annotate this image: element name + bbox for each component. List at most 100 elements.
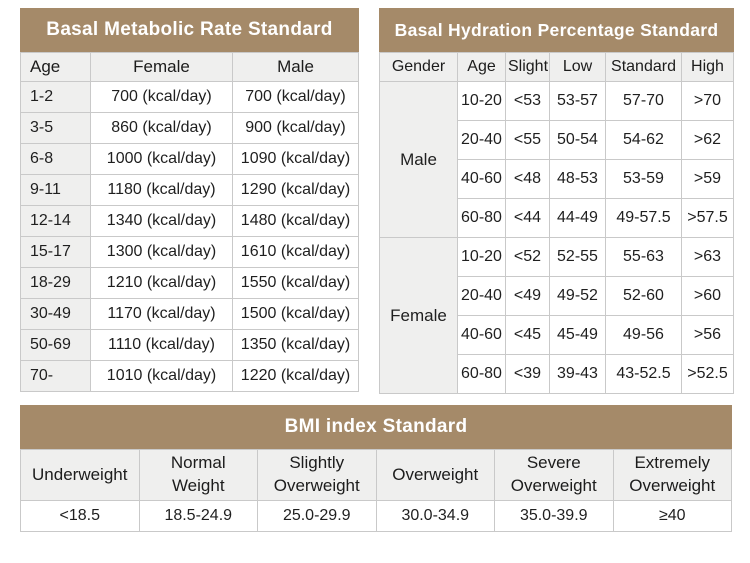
bmi-table-section: BMI index Standard Underweight Normal Wei… [20,405,732,532]
bmr-male-value-cell: 1480 (kcal/day) [232,205,359,237]
bmr-header-row: Age Female Male [20,52,359,82]
hydration-age-cell: 40-60 [457,159,506,199]
bmr-data-row: 6-8 1000 (kcal/day) 1090 (kcal/day) [20,143,359,175]
bmr-female-value-cell: 1210 (kcal/day) [90,267,233,299]
bmi-table: Underweight Normal Weight Slightly Overwei… [20,449,732,532]
bmr-age-cell: 1-2 [20,81,91,113]
hydration-slight-cell: <55 [505,120,550,160]
bmi-column-header: Extremely Overweight [612,449,732,501]
hydration-high-cell: >62 [681,120,734,160]
bmr-female-value-cell: 1300 (kcal/day) [90,236,233,268]
hydration-column-header: Slight [505,52,550,82]
hydration-age-cell: 60-80 [457,198,506,238]
bmi-table-head: Underweight Normal Weight Slightly Overwei… [20,449,732,501]
bmr-data-row: 9-11 1180 (kcal/day) 1290 (kcal/day) [20,174,359,206]
bmr-data-row: 1-2 700 (kcal/day) 700 (kcal/day) [20,81,359,113]
bmi-value-cell: <18.5 [20,500,140,532]
hydration-standard-cell: 57-70 [605,81,682,121]
hydration-standard-cell: 53-59 [605,159,682,199]
bmr-male-value-cell: 1290 (kcal/day) [232,174,359,206]
bmi-value-cell: 25.0-29.9 [257,500,377,532]
hydration-data-row: 20-40 <55 50-54 54-62 >62 [380,120,734,160]
bmr-female-value-cell: 1010 (kcal/day) [90,360,233,392]
hydration-column-header: Standard [605,52,682,82]
bmr-male-value-cell: 1220 (kcal/day) [232,360,359,392]
bmr-male-value-cell: 900 (kcal/day) [232,112,359,144]
hydration-low-cell: 45-49 [549,315,606,355]
hydration-data-row: 20-40 <49 49-52 52-60 >60 [380,276,734,316]
hydration-table-head: Gender Age Slight Low Standard High [379,52,734,82]
bmr-female-value-cell: 1340 (kcal/day) [90,205,233,237]
hydration-standard-cell: 49-56 [605,315,682,355]
bmi-value-cell: 18.5-24.9 [138,500,258,532]
hydration-slight-cell: <39 [505,354,550,394]
bmr-female-value-cell: 700 (kcal/day) [90,81,233,113]
bmr-male-value-cell: 1350 (kcal/day) [232,329,359,361]
bmr-age-cell: 30-49 [20,298,91,330]
hydration-high-cell: >63 [681,237,734,277]
hydration-low-cell: 48-53 [549,159,606,199]
bmr-age-cell: 6-8 [20,143,91,175]
hydration-table: Gender Age Slight Low Standard High Male 10-20… [379,52,734,394]
hydration-slight-cell: <45 [505,315,550,355]
bmi-column-header: Slightly Overweight [257,449,377,501]
hydration-standard-cell: 52-60 [605,276,682,316]
hydration-data-row: 40-60 <48 48-53 53-59 >59 [380,159,734,199]
bmr-table-title: Basal Metabolic Rate Standard [20,8,359,52]
hydration-gender-cell: Male [379,81,458,238]
bmi-value-cell: ≥40 [612,500,732,532]
bmr-age-cell: 12-14 [20,205,91,237]
page-root: Basal Metabolic Rate Standard Age Female M… [20,8,734,532]
bmr-female-value-cell: 860 (kcal/day) [90,112,233,144]
bmr-age-cell: 50-69 [20,329,91,361]
hydration-data-row: 40-60 <45 45-49 49-56 >56 [380,315,734,355]
hydration-age-cell: 10-20 [457,81,506,121]
bmi-column-header: Overweight [375,449,495,501]
hydration-high-cell: >59 [681,159,734,199]
hydration-standard-cell: 43-52.5 [605,354,682,394]
hydration-low-cell: 44-49 [549,198,606,238]
bmr-data-row: 3-5 860 (kcal/day) 900 (kcal/day) [20,112,359,144]
hydration-high-cell: >52.5 [681,354,734,394]
bmi-column-header: Normal Weight [138,449,258,501]
hydration-high-cell: >60 [681,276,734,316]
bmr-age-cell: 9-11 [20,174,91,206]
bmr-male-value-cell: 700 (kcal/day) [232,81,359,113]
hydration-high-cell: >70 [681,81,734,121]
hydration-data-row: Male 10-20 <53 53-57 57-70 >70 [379,81,734,238]
bmr-female-value-cell: 1170 (kcal/day) [90,298,233,330]
hydration-table-body: Male 10-20 <53 53-57 57-70 >70 20-40 <55 50-54 54… [379,81,734,394]
bmi-value-cell: 35.0-39.9 [494,500,614,532]
hydration-slight-cell: <48 [505,159,550,199]
bmr-male-value-cell: 1090 (kcal/day) [232,143,359,175]
bmr-age-cell: 3-5 [20,112,91,144]
bmr-age-cell: 15-17 [20,236,91,268]
bmr-age-cell: 18-29 [20,267,91,299]
bmi-table-title: BMI index Standard [20,405,732,449]
hydration-low-cell: 50-54 [549,120,606,160]
hydration-gender-cell: Female [379,237,458,394]
hydration-low-cell: 39-43 [549,354,606,394]
hydration-age-cell: 20-40 [457,276,506,316]
bmr-data-row: 18-29 1210 (kcal/day) 1550 (kcal/day) [20,267,359,299]
hydration-age-cell: 60-80 [457,354,506,394]
bmr-male-value-cell: 1610 (kcal/day) [232,236,359,268]
bmi-column-header: Underweight [20,449,140,501]
bmr-column-header: Age [20,52,91,82]
bmr-data-row: 30-49 1170 (kcal/day) 1500 (kcal/day) [20,298,359,330]
hydration-standard-cell: 54-62 [605,120,682,160]
bmi-header-row: Underweight Normal Weight Slightly Overwei… [20,449,732,501]
hydration-column-header: Gender [379,52,458,82]
top-tables-row: Basal Metabolic Rate Standard Age Female M… [20,8,734,394]
hydration-standard-cell: 55-63 [605,237,682,277]
bmr-column-header: Female [90,52,233,82]
hydration-column-header: High [681,52,734,82]
hydration-low-cell: 49-52 [549,276,606,316]
bmr-data-row: 12-14 1340 (kcal/day) 1480 (kcal/day) [20,205,359,237]
bmr-data-row: 70- 1010 (kcal/day) 1220 (kcal/day) [20,360,359,392]
bmr-table: Age Female Male 1-2 700 (kcal/day) 700 (kcal… [20,52,359,392]
bmr-table-head: Age Female Male [20,52,359,82]
hydration-data-row: Female 10-20 <52 52-55 55-63 >63 [379,237,734,394]
hydration-age-cell: 10-20 [457,237,506,277]
bmi-data-row: <18.5 18.5-24.9 25.0-29.9 30.0-34.9 35.0-39.… [20,500,732,532]
